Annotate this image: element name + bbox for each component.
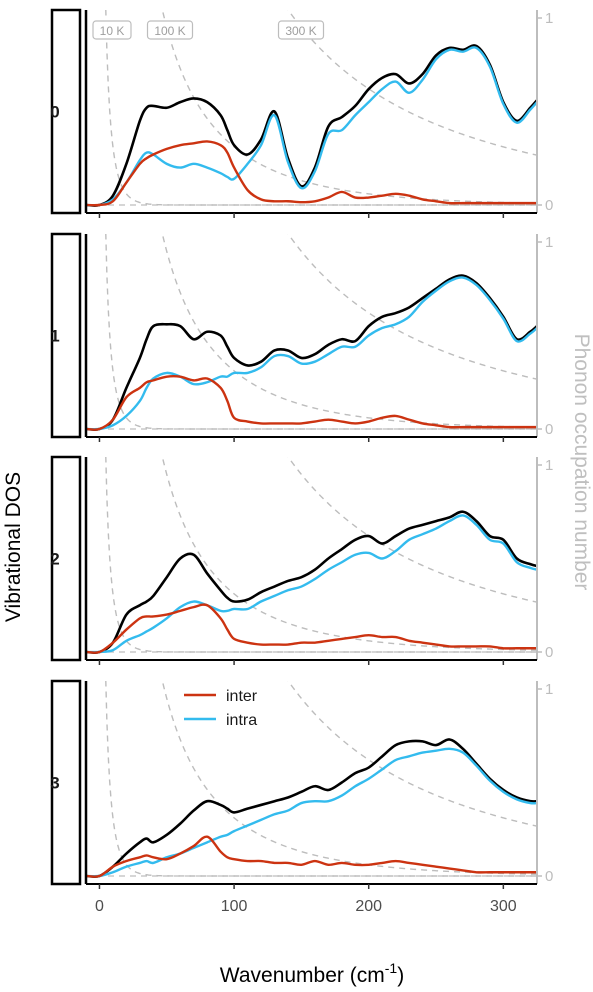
inter-dos-line-panel-0 [86,140,537,207]
panel-2: 2 0 1 [50,455,553,665]
facet-strip-label-2: 2 [50,550,59,569]
inter-dos-line-panel-2 [86,603,537,654]
facet-strip-1 [50,232,82,439]
occupation-curve-300K-panel-0 [287,10,537,156]
total-dos-line-panel-3 [86,738,537,878]
secondary-y-axis-title: Phonon occupation number [570,334,593,591]
occupation-curves-1 [86,234,537,430]
secondary-tick-label-1-panel-3: 1 [545,681,553,698]
secondary-tick-label-1-panel-2: 1 [545,457,553,474]
facet-strip-label-1: 1 [50,327,59,346]
inter-dos-line-panel-1 [86,374,537,431]
x-axis-title-superscript: -1 [385,960,398,976]
temperature-label-100K: 100 K [146,20,194,40]
dos-lines-0 [86,44,537,207]
dos-lines-1 [86,274,537,431]
secondary-tick-label-0-panel-2: 0 [545,644,553,661]
intra-dos-line-panel-1 [86,276,537,431]
facet-strip-label-0: 0 [50,103,59,122]
occupation-curve-10K-panel-3 [105,681,537,877]
x-axis-title-main: Wavenumber (cm [220,964,385,987]
temperature-label-box-100K [146,20,194,40]
facet-panels: 0 0 1 10 K 100 K 300 K 1 0 1 2 0 1 3 0 1 inter intra [50,8,553,889]
y-axis-title: Vibrational DOS [2,472,25,622]
temperature-label-10K: 10 K [92,20,132,40]
occupation-curve-300K-panel-2 [287,457,537,603]
secondary-tick-label-0-panel-1: 0 [545,421,553,438]
occupation-curve-300K-panel-3 [287,681,537,827]
occupation-curves-2 [86,457,537,653]
intra-dos-line-panel-3 [86,747,537,878]
secondary-tick-label-0-panel-3: 0 [545,868,553,885]
occupation-curve-100K-panel-0 [161,10,537,204]
occupation-curve-100K-panel-2 [161,457,537,651]
x-tick-label-300: 300 [490,898,517,915]
secondary-tick-label-1-panel-0: 1 [545,10,553,27]
x-tick-label-0: 0 [95,898,104,915]
occupation-curve-10K-panel-0 [105,10,537,206]
panel-0: 0 0 1 10 K 100 K 300 K [50,8,553,218]
total-dos-line-panel-1 [86,274,537,431]
temperature-label-300K: 300 K [277,20,325,40]
panel-3: 3 0 1 inter intra [50,679,553,889]
x-tick-label-200: 200 [355,898,382,915]
x-axis: 0 100 200 300 [95,898,517,915]
temperature-label-box-10K [92,20,132,40]
intra-dos-line-panel-2 [86,514,537,654]
secondary-tick-label-0-panel-0: 0 [545,197,553,214]
occupation-curves-0 [86,10,537,206]
secondary-tick-label-1-panel-1: 1 [545,234,553,251]
temperature-label-text-100K: 100 K [154,24,185,38]
occupation-curve-10K-panel-1 [105,234,537,430]
x-tick-label-100: 100 [221,898,248,915]
facet-strip-label-3: 3 [50,774,59,793]
occupation-curve-300K-panel-1 [287,234,537,380]
total-dos-line-panel-2 [86,510,537,654]
x-axis-title: Wavenumber (cm-1) [220,960,404,987]
panel-1: 1 0 1 [50,232,553,442]
intra-dos-line-panel-0 [86,46,537,207]
legend-label-intra: intra [226,712,257,729]
dos-lines-3 [86,738,537,878]
dos-lines-2 [86,510,537,654]
total-dos-line-panel-0 [86,44,537,207]
occupation-curves-3 [86,681,537,877]
occupation-curve-100K-panel-1 [161,234,537,428]
temperature-label-text-300K: 300 K [285,24,316,38]
legend-label-inter: inter [226,688,258,705]
facet-strip-0 [50,8,82,215]
temperature-label-box-300K [277,20,325,40]
occupation-curve-10K-panel-2 [105,457,537,653]
x-axis-title-end: ) [397,964,404,987]
facet-strip-3 [50,679,82,886]
inter-dos-line-panel-3 [86,835,537,878]
temperature-label-text-10K: 10 K [100,24,125,38]
legend: inter intra [184,688,258,729]
occupation-curve-100K-panel-3 [161,681,537,875]
facet-strip-2 [50,455,82,662]
